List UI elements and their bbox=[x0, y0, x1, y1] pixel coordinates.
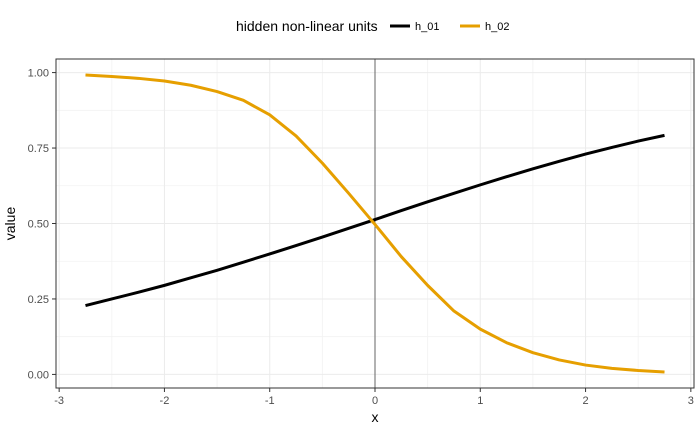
y-tick-label: 0.50 bbox=[28, 219, 49, 231]
legend-title: hidden non-linear units bbox=[236, 18, 378, 34]
x-axis-title: x bbox=[372, 409, 379, 425]
y-tick-label: 0.00 bbox=[28, 369, 49, 381]
legend-label-h_02: h_02 bbox=[485, 21, 509, 33]
y-tick-label: 0.25 bbox=[28, 294, 49, 306]
x-tick-label: 1 bbox=[477, 395, 483, 407]
y-axis-title: value bbox=[2, 207, 18, 241]
x-tick-label: -2 bbox=[160, 395, 170, 407]
y-tick-label: 0.75 bbox=[28, 143, 49, 155]
x-tick-label: -3 bbox=[54, 395, 64, 407]
series-lines bbox=[85, 73, 665, 374]
series-line-h_02 bbox=[85, 73, 665, 374]
x-tick-label: 3 bbox=[688, 395, 694, 407]
x-tick-label: -1 bbox=[265, 395, 275, 407]
legend: hidden non-linear units h_01 h_02 bbox=[236, 18, 509, 34]
legend-label-h_01: h_01 bbox=[415, 21, 439, 33]
x-axis-ticks: -3 -2 -1 0 1 2 3 bbox=[54, 388, 694, 407]
y-tick-label: 1.00 bbox=[28, 68, 49, 80]
y-axis-ticks: 0.00 0.25 0.50 0.75 1.00 bbox=[28, 68, 56, 381]
series-line-h_01 bbox=[85, 133, 665, 308]
x-tick-label: 0 bbox=[372, 395, 378, 407]
x-tick-label: 2 bbox=[582, 395, 588, 407]
